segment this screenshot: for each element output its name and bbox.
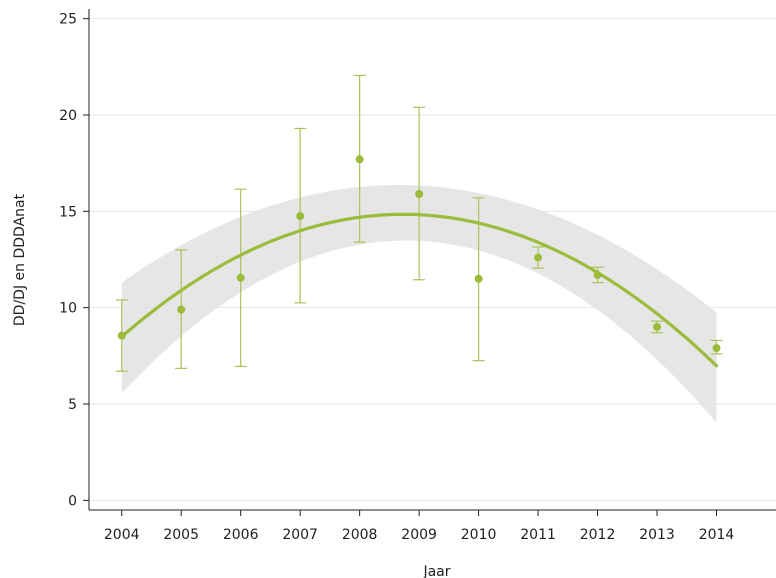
x-tick-label: 2009 (401, 527, 437, 543)
data-point (117, 331, 126, 340)
x-axis-title: Jaar (422, 564, 450, 578)
y-tick-label: 15 (59, 204, 77, 220)
fit-line-layer (120, 212, 719, 368)
data-point (415, 189, 424, 198)
x-tick-label: 2010 (461, 527, 497, 543)
y-tick-label: 0 (68, 493, 77, 509)
data-point (712, 344, 721, 353)
x-tick-label: 2004 (104, 527, 140, 543)
x-tick-label: 2013 (639, 527, 675, 543)
y-axis-ticks: 0 5 10 15 20 25 (59, 12, 89, 509)
x-tick-label: 2005 (163, 527, 199, 543)
data-point (593, 270, 602, 279)
data-point (355, 155, 364, 164)
x-tick-label: 2011 (520, 527, 556, 543)
x-tick-label: 2012 (580, 527, 616, 543)
x-tick-label: 2007 (282, 527, 318, 543)
y-tick-label: 10 (59, 301, 77, 317)
data-point (177, 305, 186, 314)
confidence-band-layer (121, 185, 717, 423)
y-tick-label: 25 (59, 12, 77, 28)
data-point (653, 322, 662, 331)
data-point (534, 253, 543, 262)
x-axis-ticks: 2004 2005 2006 2007 2008 2009 2010 2011 2012 2013… (104, 510, 735, 543)
y-tick-label: 5 (68, 397, 77, 413)
axes (88, 9, 776, 511)
y-tick-label: 20 (59, 108, 77, 124)
data-points-layer (117, 155, 721, 353)
x-tick-label: 2014 (699, 527, 735, 543)
y-axis-title: DD/DJ en DDDAnat (12, 193, 28, 326)
confidence-band (121, 185, 717, 423)
data-point (236, 273, 245, 282)
data-point (474, 274, 483, 283)
data-point (296, 212, 305, 221)
x-tick-label: 2008 (342, 527, 378, 543)
x-tick-label: 2006 (223, 527, 259, 543)
fit-line (120, 212, 719, 368)
